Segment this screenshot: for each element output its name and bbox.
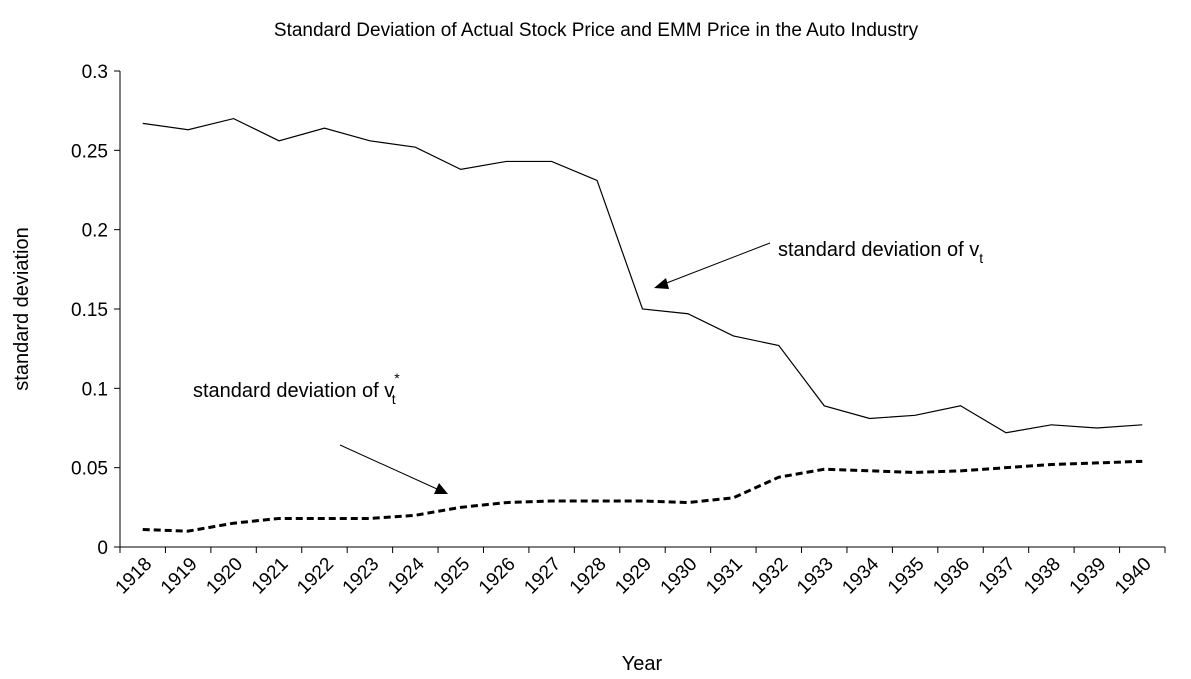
x-tick-label: 1937 [975,554,1020,599]
x-tick-label: 1938 [1020,554,1065,599]
annotation: standard deviation of vt [778,239,983,266]
x-tick-label: 1922 [293,554,338,599]
annotation-sub: t [392,391,396,407]
x-tick-label: 1923 [339,554,384,599]
x-tick-label: 1926 [475,554,520,599]
y-tick-label: 0.1 [82,379,108,400]
chart-title: Standard Deviation of Actual Stock Price… [274,20,919,41]
x-tick-label: 1934 [838,553,883,598]
x-tick-label: 1920 [202,554,247,599]
x-tick-label: 1921 [248,554,293,599]
x-tick-label: 1930 [657,554,702,599]
arrowhead [654,278,669,289]
annotation-text: standard deviation of v [193,380,394,402]
y-tick-label: 0.15 [71,300,108,321]
x-tick-label: 1932 [748,554,793,599]
annotation-text: standard deviation of v [778,239,979,261]
x-tick-label: 1929 [611,554,656,599]
x-tick-label: 1928 [566,554,611,599]
x-tick-label: 1939 [1066,554,1111,599]
x-tick-label: 1925 [430,554,475,599]
y-tick-label: 0 [97,538,108,559]
x-tick-label: 1924 [384,553,429,598]
x-tick-label: 1940 [1111,554,1156,599]
x-tick-label: 1918 [112,554,157,599]
arrow [339,444,438,490]
annotation-sup: * [394,370,400,386]
annotation-sub: t [979,250,983,266]
x-tick-label: 1936 [929,554,974,599]
y-tick-label: 0.05 [71,459,108,480]
arrow [663,242,771,285]
arrowhead [434,483,448,494]
series-line [142,117,1143,434]
x-axis-title: Year [622,653,663,675]
y-tick-label: 0.25 [71,141,108,162]
annotation: standard deviation of v* t [193,370,400,407]
x-tick-label: 1927 [520,554,565,599]
x-tick-label: 1933 [793,554,838,599]
y-tick-label: 0.3 [82,62,108,83]
x-tick-label: 1931 [702,554,747,599]
x-tick-label: 1935 [884,554,929,599]
y-tick-label: 0.2 [82,221,108,242]
y-axis-title: standard deviation [11,227,33,390]
series-line [142,459,1143,533]
x-tick-label: 1919 [157,554,202,599]
